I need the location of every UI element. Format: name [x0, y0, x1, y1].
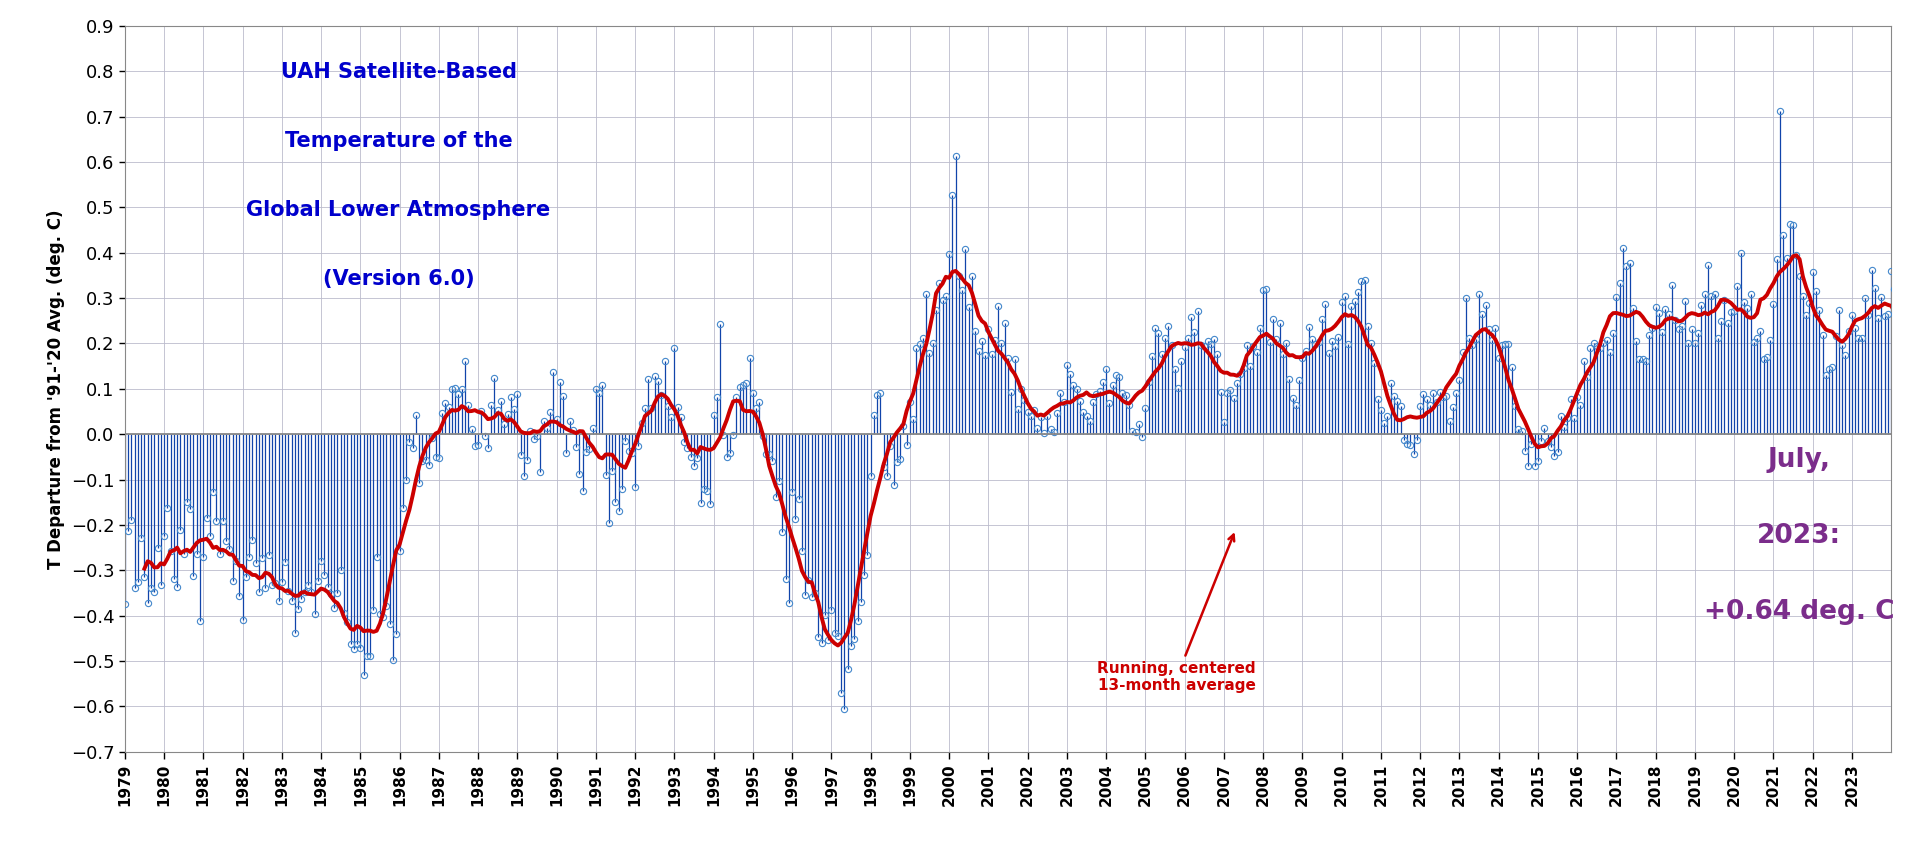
Text: July,: July, — [1768, 447, 1832, 473]
Text: UAH Satellite-Based: UAH Satellite-Based — [280, 62, 516, 82]
Text: Temperature of the: Temperature of the — [284, 131, 513, 151]
Text: (Version 6.0): (Version 6.0) — [323, 269, 474, 289]
Text: Global Lower Atmosphere: Global Lower Atmosphere — [246, 200, 551, 220]
Text: +0.64 deg. C: +0.64 deg. C — [1705, 600, 1895, 626]
Text: 2023:: 2023: — [1757, 523, 1841, 549]
Y-axis label: T Departure from '91-'20 Avg. (deg. C): T Departure from '91-'20 Avg. (deg. C) — [48, 209, 65, 569]
Text: Running, centered
13-month average: Running, centered 13-month average — [1098, 535, 1256, 693]
